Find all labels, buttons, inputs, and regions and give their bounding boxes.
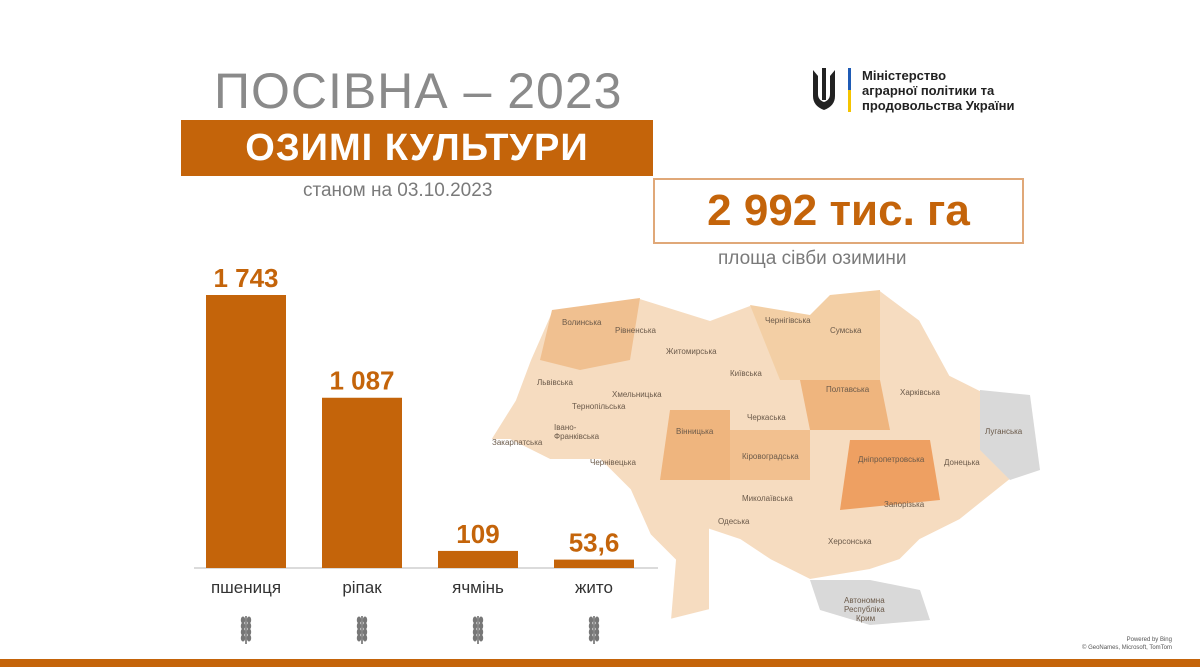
region-label: Чернігівська bbox=[765, 316, 811, 325]
region-dnipro bbox=[840, 440, 940, 510]
region-label: Донецька bbox=[944, 458, 980, 467]
region-poltava bbox=[800, 380, 890, 430]
ministry-line: продовольства України bbox=[862, 98, 1015, 113]
region-label: Полтавська bbox=[826, 385, 870, 394]
region-label: Тернопільська bbox=[572, 402, 626, 411]
category-label: жито bbox=[575, 578, 613, 597]
bar-chart: 1 743 пшениця 1 087 ріпак 109 ячмінь 53,6 жито bbox=[194, 263, 658, 644]
region-label: Хмельницька bbox=[612, 390, 662, 399]
region-labels: Волинська Рівненська Житомирська Чернігі… bbox=[492, 316, 1023, 623]
region-north bbox=[750, 290, 880, 380]
region-crimea bbox=[810, 580, 930, 625]
date-text: станом на 03.10.2023 bbox=[303, 180, 493, 201]
ministry-line: Міністерство bbox=[862, 68, 947, 83]
wheat-icon bbox=[240, 616, 252, 644]
region-luhansk bbox=[980, 390, 1040, 480]
region-label: Житомирська bbox=[666, 347, 717, 356]
bar-1 bbox=[322, 397, 402, 568]
ministry-logo bbox=[808, 66, 1038, 116]
bar-2 bbox=[438, 550, 518, 568]
total-area-caption: площа сівби озимини bbox=[718, 248, 907, 269]
region-label: Миколаївська bbox=[742, 494, 793, 503]
bar-0 bbox=[206, 295, 286, 568]
region-label: Франківська bbox=[554, 432, 600, 441]
trident-icon bbox=[813, 68, 851, 112]
category-label: ячмінь bbox=[452, 578, 504, 597]
category-label: ріпак bbox=[342, 578, 382, 597]
bar-value-label: 53,6 bbox=[569, 528, 620, 558]
region-label: Крим bbox=[856, 614, 875, 623]
barley-icon bbox=[472, 616, 484, 644]
region-label: Кіровоградська bbox=[742, 452, 799, 461]
page-title: ПОСІВНА – 2023 bbox=[214, 63, 623, 119]
region-label: Херсонська bbox=[828, 537, 872, 546]
ministry-name: Міністерство аграрної політики та продов… bbox=[862, 68, 1014, 113]
region-label: Запорізька bbox=[884, 500, 925, 509]
region-volyn bbox=[540, 298, 640, 370]
map-credit: Powered by Bing © GeoNames, Microsoft, T… bbox=[1082, 636, 1172, 652]
region-label: Київська bbox=[730, 369, 762, 378]
bar-value-label: 1 087 bbox=[329, 366, 394, 396]
credit-line: Powered by Bing bbox=[1126, 637, 1172, 643]
region-label: Волинська bbox=[562, 318, 602, 327]
region-label: Харківська bbox=[900, 388, 941, 397]
rye-icon bbox=[588, 616, 600, 644]
ministry-line: аграрної політики та bbox=[862, 83, 995, 98]
region-label: Республіка bbox=[844, 605, 885, 614]
bar-value-label: 1 743 bbox=[213, 263, 278, 293]
rapeseed-icon bbox=[356, 616, 368, 644]
region-label: Вінницька bbox=[676, 427, 714, 436]
region-label: Луганська bbox=[985, 427, 1023, 436]
region-label: Львівська bbox=[537, 378, 573, 387]
region-kirovohrad bbox=[730, 430, 810, 480]
region-label: Чернівецька bbox=[590, 458, 636, 467]
subtitle-banner: ОЗИМІ КУЛЬТУРИ bbox=[181, 120, 653, 176]
total-area-value: 2 992 тис. га bbox=[653, 178, 1024, 244]
region-label: Рівненська bbox=[615, 326, 656, 335]
ukraine-map: Волинська Рівненська Житомирська Чернігі… bbox=[488, 288, 1042, 625]
footer-bar bbox=[0, 659, 1200, 667]
region-label: Автономна bbox=[844, 596, 885, 605]
category-label: пшениця bbox=[211, 578, 281, 597]
region-label: Дніпропетровська bbox=[858, 455, 925, 464]
credit-line: © GeoNames, Microsoft, TomTom bbox=[1082, 645, 1172, 651]
bar-3 bbox=[554, 559, 634, 568]
region-label: Сумська bbox=[830, 326, 862, 335]
region-label: Івано- bbox=[554, 423, 577, 432]
region-label: Закарпатська bbox=[492, 438, 543, 447]
region-label: Одеська bbox=[718, 517, 750, 526]
bar-value-label: 109 bbox=[456, 519, 499, 549]
region-label: Черкаська bbox=[747, 413, 786, 422]
region-vinnytsia bbox=[660, 410, 730, 480]
